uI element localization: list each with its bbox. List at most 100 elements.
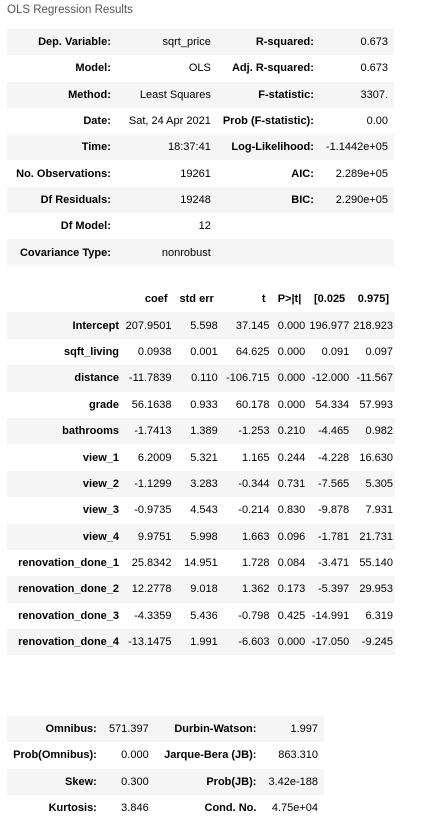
variable-name: view_4	[82, 530, 120, 543]
summary-label: Df Model:	[60, 220, 111, 233]
coef-cell: 55.140	[359, 557, 393, 570]
coef-cell: 0.982	[365, 425, 393, 438]
table-row: view_3 -0.9735 4.543 -0.214 0.830 -9.878 7.931	[7, 497, 395, 524]
summary-label: No. Observations:	[16, 167, 111, 180]
coef-cell: -9.878	[317, 504, 350, 517]
coef-cell: -4.3359	[134, 609, 172, 622]
coef-cell: -12.000	[311, 372, 350, 385]
summary-row: Method: Least Squares F-statistic: 3307.	[7, 81, 394, 108]
diagnostic-value: 0.300	[121, 775, 149, 788]
diagnostic-label: Jarque-Bera (JB):	[164, 749, 257, 762]
coef-cell: -6.603	[238, 636, 270, 649]
coef-cell: 0.084	[277, 557, 306, 570]
coef-cell: 16.630	[359, 451, 393, 464]
variable-name: renovation_done_2	[18, 583, 120, 596]
coef-cell: 29.953	[359, 583, 393, 596]
variable-name: renovation_done_1	[18, 557, 120, 570]
summary-row: Model: OLS Adj. R-squared: 0.673	[7, 55, 394, 82]
diagnostic-label: Skew:	[65, 775, 97, 788]
coef-cell: -7.565	[317, 477, 350, 490]
coef-cell: 7.931	[365, 504, 393, 517]
summary-row: No. Observations: 19261 AIC: 2.289e+05	[7, 160, 394, 187]
coef-cell: -13.1475	[128, 636, 172, 649]
coef-cell: 0.173	[277, 583, 306, 596]
table-row: distance -11.7839 0.110 -106.715 0.000 -12.00…	[7, 365, 395, 392]
summary-label: Log-Likelihood:	[231, 141, 314, 154]
variable-name: grade	[89, 398, 120, 411]
summary-label: R-squared:	[255, 36, 314, 49]
variable-name: bathrooms	[62, 425, 120, 438]
diagnostics-row: Kurtosis: 3.846 Cond. No. 4.75e+04	[7, 794, 324, 821]
coef-cell: 14.951	[184, 557, 218, 570]
summary-label: Prob (F-statistic):	[222, 115, 314, 128]
summary-value: -1.1442e+05	[325, 141, 388, 154]
coef-column-header	[7, 286, 123, 312]
coef-cell: 6.2009	[137, 451, 172, 464]
table-row: renovation_done_4 -13.1475 1.991 -6.603 0.00…	[7, 629, 395, 656]
coef-cell: 218.923	[353, 319, 393, 332]
coef-cell: -1.781	[317, 530, 350, 543]
coef-cell: 1.991	[190, 636, 218, 649]
summary-label: Method:	[68, 88, 111, 101]
summary-row: Date: Sat, 24 Apr 2021 Prob (F-statistic):…	[7, 107, 394, 135]
diagnostic-label: Prob(JB):	[206, 775, 257, 788]
coef-cell: 0.933	[190, 398, 218, 411]
coef-cell: 0.210	[277, 425, 306, 438]
table-row: renovation_done_1 25.8342 14.951 1.728 0.084…	[7, 549, 395, 577]
variable-name: renovation_done_3	[18, 609, 120, 622]
diagnostic-label: Kurtosis:	[48, 802, 97, 815]
coef-cell: -0.344	[238, 477, 270, 490]
summary-label	[217, 213, 320, 239]
coef-cell: 64.625	[235, 345, 270, 358]
coef-cell: 12.2778	[131, 583, 172, 596]
coefficients-table: coef std err t P>|t| [0.025 0.975] Intercept 2…	[7, 286, 395, 656]
diagnostic-label: Prob(Omnibus):	[13, 749, 97, 762]
diagnostics-row: Prob(Omnibus): 0.000 Jarque-Bera (JB): 863.…	[7, 742, 324, 769]
diagnostic-label: Durbin-Watson:	[174, 723, 257, 736]
coef-cell: -4.228	[317, 451, 350, 464]
coef-cell: 0.244	[277, 451, 306, 464]
coef-cell: 6.319	[365, 609, 393, 622]
summary-value: 2.289e+05	[335, 167, 388, 180]
diagnostic-value: 863.310	[278, 749, 318, 762]
coef-cell: 5.321	[190, 451, 218, 464]
summary-value: nonrobust	[161, 246, 211, 259]
table-row: grade 56.1638 0.933 60.178 0.000 54.334 57.993	[7, 391, 395, 418]
table-row: Intercept 207.9501 5.598 37.145 0.000 196.977…	[7, 312, 395, 339]
coef-cell: -106.715	[226, 372, 270, 385]
diagnostic-value: 3.846	[121, 802, 149, 815]
coef-cell: 1.165	[241, 451, 270, 464]
coef-column-header: P>|t|	[277, 293, 302, 306]
coef-cell: 0.001	[190, 345, 218, 358]
coef-cell: 0.000	[277, 345, 306, 358]
summary-value: sqrt_price	[162, 36, 211, 49]
coef-cell: -17.050	[311, 636, 350, 649]
coef-cell: 196.977	[309, 319, 350, 332]
diagnostic-value: 571.397	[108, 723, 149, 736]
variable-name: view_2	[82, 477, 120, 490]
diagnostic-value: 1.997	[290, 723, 318, 736]
variable-name: Intercept	[72, 319, 120, 332]
coef-cell: 0.110	[191, 372, 218, 385]
summary-value: 18:37:41	[168, 141, 211, 154]
variable-name: view_1	[82, 451, 120, 464]
coef-cell: 0.000	[277, 398, 306, 411]
coef-cell: 21.731	[359, 530, 393, 543]
table-row: view_2 -1.1299 3.283 -0.344 0.731 -7.565 5.305	[7, 470, 395, 498]
diagnostic-value: 0.000	[121, 749, 149, 762]
variable-name: view_3	[82, 504, 120, 517]
coef-cell: 0.097	[365, 345, 393, 358]
summary-label: Covariance Type:	[19, 246, 111, 259]
summary-value: 0.673	[360, 62, 388, 75]
coef-cell: -0.9735	[134, 504, 172, 517]
summary-row: Df Model: 12	[7, 213, 394, 240]
summary-row: Df Residuals: 19248 BIC: 2.290e+05	[7, 186, 394, 214]
summary-value: Sat, 24 Apr 2021	[128, 115, 211, 128]
summary-label: Time:	[81, 141, 111, 154]
coef-cell: 9.9751	[137, 530, 172, 543]
diagnostics-row: Skew: 0.300 Prob(JB): 3.42e-188	[7, 768, 324, 795]
diagnostic-value: 4.75e+04	[271, 802, 318, 815]
coef-cell: 5.305	[365, 477, 393, 490]
summary-row: Dep. Variable: sqrt_price R-squared: 0.673	[7, 29, 394, 56]
coef-cell: 0.000	[277, 319, 306, 332]
